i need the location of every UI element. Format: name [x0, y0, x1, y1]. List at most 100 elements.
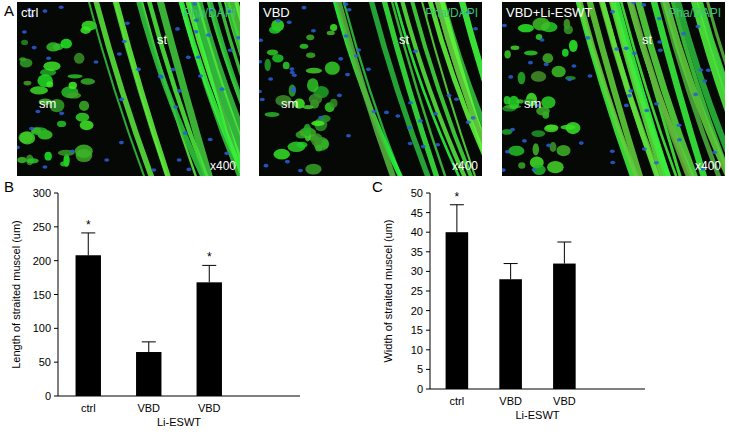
image-title: VBD+Li-ESWT	[506, 5, 592, 20]
nucleus	[522, 139, 527, 143]
nucleus	[695, 25, 700, 29]
bar	[446, 232, 469, 389]
nucleus	[471, 116, 476, 120]
nucleus	[610, 10, 615, 14]
nucleus	[177, 158, 182, 162]
striated-fibre	[209, 2, 240, 176]
smooth-muscle-cell	[550, 142, 557, 152]
image-title: ctrl	[21, 5, 38, 20]
nucleus	[151, 168, 156, 172]
nucleus	[345, 73, 350, 77]
bar	[197, 282, 222, 396]
smooth-muscle-cell	[17, 157, 26, 163]
error-bar	[81, 233, 95, 255]
y-tick	[54, 226, 58, 227]
nucleus	[407, 126, 412, 130]
smooth-muscle-cell	[43, 61, 60, 71]
nucleus	[159, 75, 164, 79]
nucleus	[681, 32, 686, 36]
smooth-muscle-cell	[76, 113, 90, 122]
smooth-muscle-cell	[533, 143, 539, 155]
image-magnification: x400	[452, 159, 478, 173]
smooth-muscle-cell	[272, 54, 283, 62]
image-label: sm	[524, 96, 541, 111]
panel-label: B	[4, 178, 14, 195]
error-bar	[450, 205, 464, 232]
nucleus	[343, 2, 348, 6]
nucleus	[371, 110, 376, 114]
smooth-muscle-cell	[67, 74, 82, 78]
striated-fibre	[88, 2, 146, 176]
y-tick-label: 200	[33, 255, 51, 267]
smooth-muscle-cell	[547, 161, 564, 173]
x-tick-label: ctrl	[81, 402, 96, 414]
smooth-muscle-cell	[57, 121, 66, 127]
error-bar	[142, 342, 156, 352]
nucleus	[268, 77, 273, 81]
nucleus	[259, 38, 263, 42]
smooth-muscle-cell	[508, 96, 519, 109]
image-label: st	[157, 32, 168, 47]
smooth-muscle-cell	[44, 152, 51, 161]
nucleus	[59, 5, 64, 9]
y-axis-label: Width of straited muscel (um)	[382, 219, 394, 362]
nucleus	[59, 112, 64, 116]
striated-fibre	[629, 2, 690, 176]
smooth-muscle-cell	[518, 24, 534, 32]
striated-fibre	[677, 2, 725, 176]
nucleus	[631, 2, 636, 4]
y-tick-label: 20	[411, 305, 423, 317]
striated-fibre	[95, 2, 153, 176]
micrograph: VBD+Li-ESWTPha/DAPIstsmx400	[501, 0, 729, 181]
nucleus	[632, 52, 637, 56]
smooth-muscle-cell	[504, 50, 510, 58]
striated-fibre	[693, 2, 725, 176]
nucleus	[610, 161, 615, 165]
x-tick-label: ctrl	[450, 395, 465, 407]
image-stain: Pha/DAPI	[183, 6, 236, 20]
y-tick-label: 15	[411, 324, 423, 336]
striated-fibre	[601, 2, 659, 176]
smooth-muscle-cell	[566, 122, 581, 134]
y-tick	[426, 291, 430, 292]
nucleus	[693, 93, 698, 97]
y-tick-label: 250	[33, 221, 51, 233]
smooth-muscle-cell	[306, 68, 322, 74]
nucleus	[677, 123, 682, 127]
nucleus	[337, 94, 342, 98]
smooth-muscle-cell	[311, 121, 325, 127]
nucleus	[610, 149, 615, 153]
error-bar	[202, 265, 216, 282]
smooth-muscle-cell	[518, 72, 526, 85]
smooth-muscle-cell	[300, 44, 309, 49]
smooth-muscle-cell	[289, 84, 296, 96]
nucleus	[571, 64, 576, 68]
y-tick	[426, 389, 430, 390]
nucleus	[466, 120, 471, 124]
nucleus	[177, 89, 182, 93]
smooth-muscle-cell	[30, 86, 48, 94]
smooth-muscle-cell	[37, 74, 53, 87]
nucleus	[473, 27, 478, 31]
nucleus	[447, 94, 452, 98]
striated-fibre	[706, 2, 725, 176]
nucleus	[544, 63, 549, 67]
y-tick-label: 45	[411, 207, 423, 219]
nucleus	[104, 158, 109, 162]
y-tick	[54, 328, 58, 329]
nucleus	[42, 165, 47, 169]
nucleus	[642, 147, 647, 151]
nucleus	[285, 160, 290, 164]
y-tick	[426, 330, 430, 331]
nucleus	[198, 74, 203, 78]
smooth-muscle-cell	[46, 42, 60, 51]
smooth-muscle-cell	[46, 81, 53, 87]
nucleus	[567, 78, 572, 82]
nucleus	[532, 168, 537, 172]
nucleus	[46, 56, 51, 60]
nucleus	[311, 29, 316, 33]
nucleus	[208, 138, 213, 142]
nucleus	[712, 151, 717, 155]
image-content	[17, 2, 240, 176]
image-magnification: x400	[210, 159, 236, 173]
